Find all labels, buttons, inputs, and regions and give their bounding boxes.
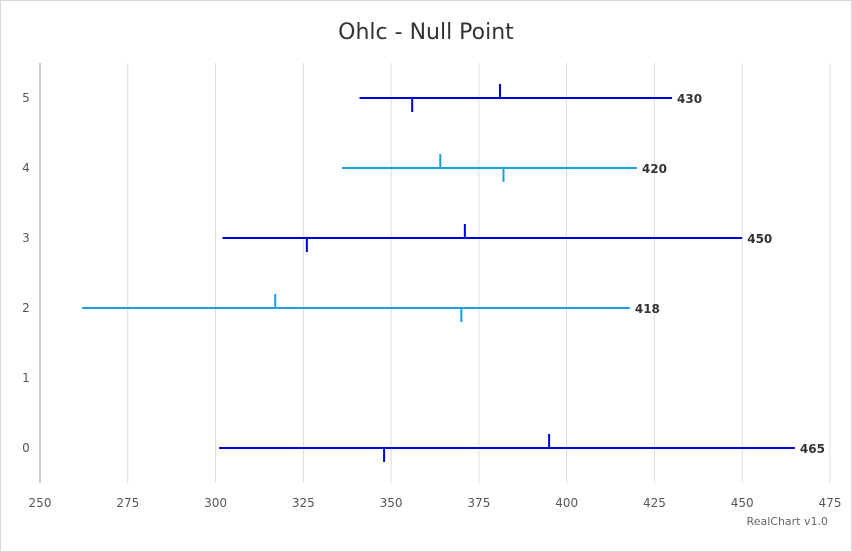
x-tick-label: 275 — [116, 496, 139, 510]
y-tick-label: 3 — [22, 231, 30, 245]
chart-credit: RealChart v1.0 — [746, 515, 828, 528]
data-label: 465 — [800, 442, 825, 456]
x-tick-label: 475 — [819, 496, 842, 510]
y-tick-label: 4 — [22, 161, 30, 175]
x-tick-label: 350 — [380, 496, 403, 510]
x-tick-label: 375 — [467, 496, 490, 510]
x-tick-label: 325 — [292, 496, 315, 510]
x-tick-label: 300 — [204, 496, 227, 510]
chart-title: Ohlc - Null Point — [338, 20, 514, 45]
x-tick-label: 400 — [555, 496, 578, 510]
y-tick-label: 1 — [22, 371, 30, 385]
y-tick-label: 5 — [22, 91, 30, 105]
data-label: 420 — [642, 162, 667, 176]
y-tick-label: 2 — [22, 301, 30, 315]
data-label: 450 — [747, 232, 772, 246]
x-tick-label: 425 — [643, 496, 666, 510]
y-tick-label: 0 — [22, 441, 30, 455]
x-tick-label: 250 — [29, 496, 52, 510]
data-label: 430 — [677, 92, 702, 106]
x-tick-label: 450 — [731, 496, 754, 510]
data-label: 418 — [635, 302, 660, 316]
